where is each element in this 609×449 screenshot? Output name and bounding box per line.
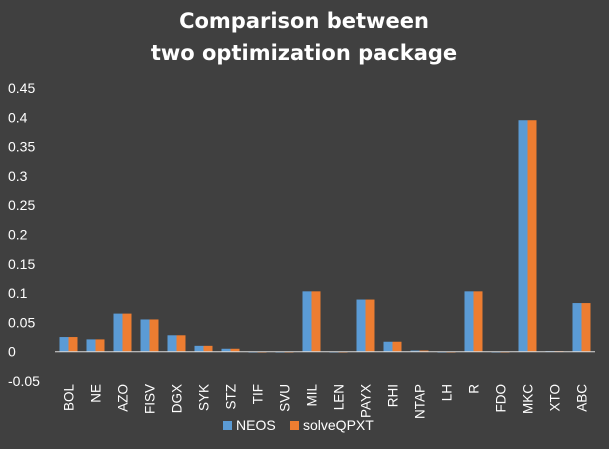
x-tick-label: STZ xyxy=(224,384,239,410)
y-tick-label: 0.1 xyxy=(8,285,28,301)
x-tick-label: DGX xyxy=(170,384,185,413)
x-tick-label: LH xyxy=(440,384,455,401)
chart-title-line2: two optimization package xyxy=(151,41,457,65)
bar-solveqpxt-abc xyxy=(581,303,591,352)
x-tick-label: FDO xyxy=(494,384,509,413)
legend-swatch-neos xyxy=(223,421,232,430)
bar-solveqpxt-ne xyxy=(95,339,105,352)
bar-neos-azo xyxy=(113,313,123,352)
x-tick-label: BOL xyxy=(62,384,77,412)
bar-solveqpxt-mil xyxy=(311,291,321,352)
y-tick-label: 0.25 xyxy=(8,197,35,213)
legend: NEOS solveQPXT xyxy=(223,417,374,433)
x-tick-label: MIL xyxy=(305,384,320,407)
bar-solveqpxt-dgx xyxy=(176,335,186,352)
bar-solveqpxt-stz xyxy=(230,348,240,352)
y-axis: -0.05 0 0.05 0.1 0.15 0.2 0.25 0.3 0.35 0.4 0.45 xyxy=(8,80,40,389)
y-tick-label: -0.05 xyxy=(8,373,40,389)
chart-title-line1: Comparison between xyxy=(179,9,429,33)
bar-neos-syk xyxy=(194,345,204,352)
x-tick-label: SVU xyxy=(278,384,293,412)
bar-solveqpxt-ntap xyxy=(419,350,429,352)
bar-neos-ntap xyxy=(410,350,420,352)
bars-group xyxy=(59,120,591,353)
x-tick-label: ABC xyxy=(575,384,590,412)
bar-solveqpxt-azo xyxy=(122,313,132,352)
bar-neos-dgx xyxy=(167,335,177,352)
bar-solveqpxt-bol xyxy=(68,337,78,352)
x-tick-label: RHI xyxy=(386,384,401,407)
bar-neos-ne xyxy=(86,339,96,352)
x-tick-label: MKC xyxy=(521,384,536,414)
y-tick-label: 0.2 xyxy=(8,227,28,243)
bar-neos-abc xyxy=(572,303,582,352)
y-tick-label: 0 xyxy=(8,344,16,360)
x-tick-label: FISV xyxy=(143,384,158,414)
y-tick-label: 0.05 xyxy=(8,314,35,330)
bar-neos-mil xyxy=(302,291,312,352)
bar-solveqpxt-rhi xyxy=(392,341,402,352)
legend-label-neos: NEOS xyxy=(236,417,276,433)
bar-solveqpxt-r xyxy=(473,291,483,352)
bar-neos-bol xyxy=(59,337,69,352)
x-tick-label: PAYX xyxy=(359,384,374,418)
x-axis: BOL NE AZO FISV DGX SYK STZ TIF SVU MIL LEN PAYX RHI… xyxy=(55,351,595,419)
bar-neos-r xyxy=(464,291,474,352)
x-tick-label: TIF xyxy=(251,384,266,404)
legend-swatch-solveqpxt xyxy=(290,421,299,430)
bar-solveqpxt-fisv xyxy=(149,319,159,352)
bar-neos-fisv xyxy=(140,319,150,352)
x-tick-label: XTO xyxy=(548,384,563,412)
bar-neos-rhi xyxy=(383,341,393,352)
bar-neos-payx xyxy=(356,299,366,352)
x-tick-label: R xyxy=(467,384,482,394)
x-tick-label: AZO xyxy=(116,384,131,412)
x-tick-label: LEN xyxy=(332,384,347,410)
y-tick-label: 0.35 xyxy=(8,139,35,155)
bar-neos-stz xyxy=(221,348,231,352)
y-tick-label: 0.15 xyxy=(8,256,35,272)
y-tick-label: 0.3 xyxy=(8,168,28,184)
bar-neos-mkc xyxy=(518,120,528,352)
x-tick-label: NTAP xyxy=(413,384,428,419)
bar-solveqpxt-mkc xyxy=(527,120,537,352)
x-tick-label: SYK xyxy=(197,384,212,411)
bar-solveqpxt-syk xyxy=(203,345,213,352)
y-tick-label: 0.45 xyxy=(8,80,35,96)
legend-label-solveqpxt: solveQPXT xyxy=(303,417,374,433)
bar-solveqpxt-payx xyxy=(365,299,375,352)
x-tick-label: NE xyxy=(89,384,104,403)
y-tick-label: 0.4 xyxy=(8,109,28,125)
